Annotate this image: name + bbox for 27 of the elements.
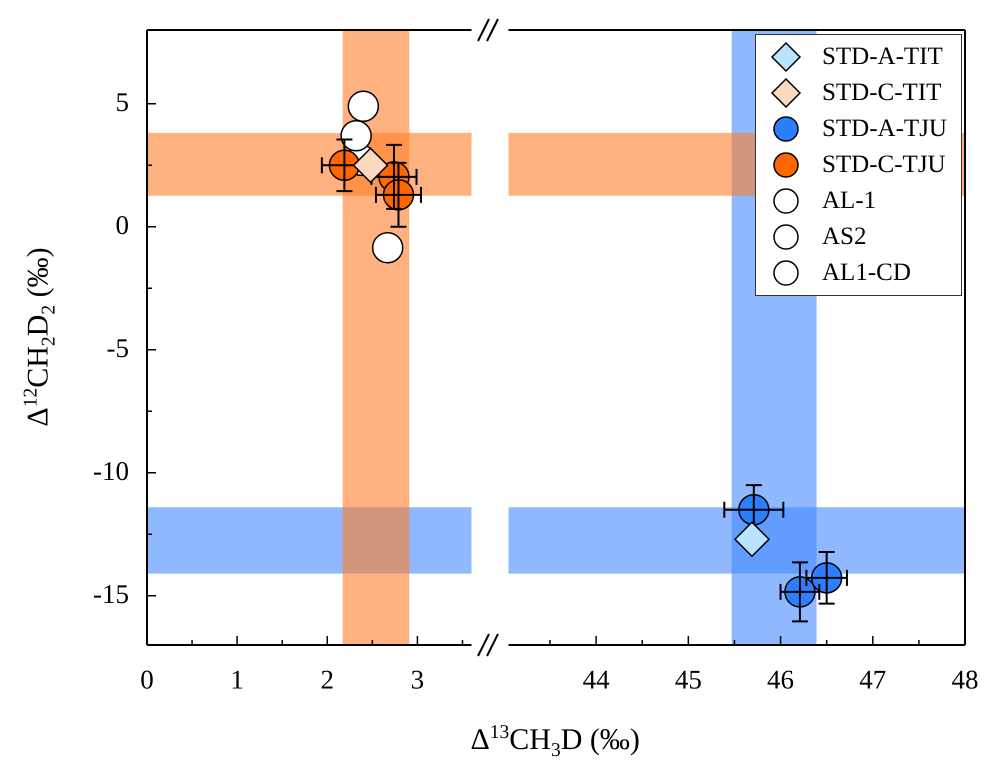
x-tick-label: 3 (410, 664, 424, 694)
x-tick-label: 47 (859, 664, 886, 694)
x-tick-label: 48 (952, 664, 978, 694)
x-tick-label: 1 (230, 664, 244, 694)
legend-label: AS2 (822, 223, 866, 251)
point (340, 120, 372, 152)
legend-label: STD-A-TIT (822, 43, 943, 71)
x-tick-label: 44 (582, 664, 610, 694)
legend-label: STD-C-TJU (822, 151, 946, 179)
point (372, 232, 404, 264)
y-tick-label: -15 (93, 578, 129, 609)
point (734, 521, 770, 557)
legend-label: AL1-CD (822, 259, 911, 287)
legend-label: STD-A-TJU (822, 115, 947, 143)
x-axis-title: Δ$^{13}$CH$_{3}$D (‰) (470, 722, 640, 762)
y-tick-label: 5 (116, 86, 129, 117)
x-tick-label: 45 (674, 664, 702, 694)
legend-label: STD-C-TIT (822, 79, 942, 107)
y-tick-label: -10 (93, 456, 129, 486)
point (348, 90, 380, 122)
x-tick-label: 2 (320, 664, 334, 694)
y-tick-label: 0 (116, 210, 129, 240)
legend-label: AL-1 (822, 187, 876, 215)
point (352, 148, 388, 184)
x-tick-label: 0 (140, 664, 154, 694)
y-tick-label: -5 (106, 332, 129, 363)
x-tick-label: 46 (767, 664, 794, 694)
